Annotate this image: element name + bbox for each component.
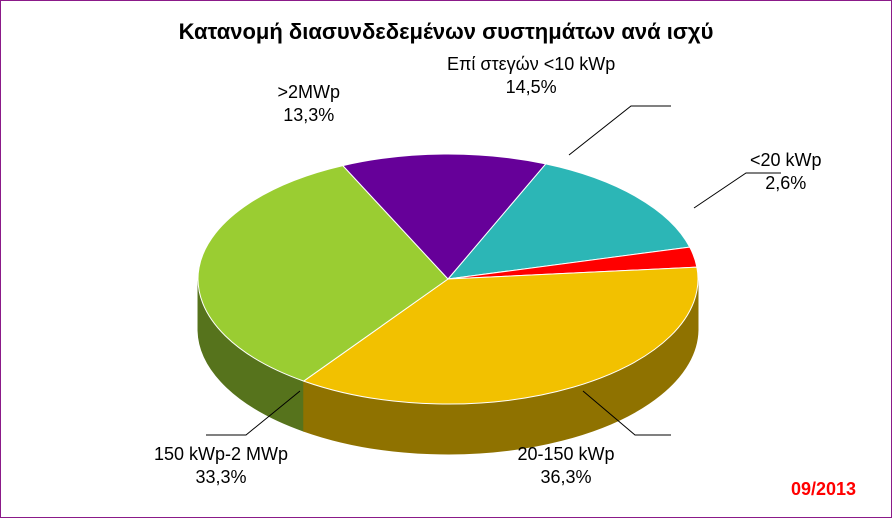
- slice-label: 150 kWp-2 MWp 33,3%: [154, 443, 288, 488]
- slice-label: Επί στεγών <10 kWp 14,5%: [447, 53, 615, 98]
- slice-label: >2MWp 13,3%: [278, 81, 341, 126]
- leader-line: [569, 106, 671, 155]
- date-stamp: 09/2013: [791, 479, 856, 500]
- slice-label: <20 kWp 2,6%: [750, 149, 822, 194]
- chart-frame: Κατανομή διασυνδεδεμένων συστημάτων ανά …: [0, 0, 892, 518]
- slice-label: 20-150 kWp 36,3%: [518, 443, 615, 488]
